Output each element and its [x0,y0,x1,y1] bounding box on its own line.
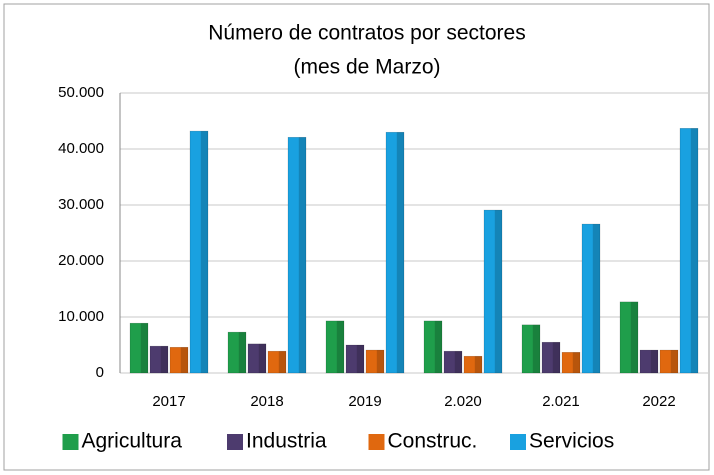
bar-shade [376,350,384,373]
bar [149,345,169,374]
bar [521,324,541,374]
bar-shade [238,332,246,373]
x-tick-label: 2019 [348,393,381,410]
x-tick-label: 2022 [642,393,675,410]
bar [345,344,365,374]
bar-shade [258,343,266,373]
bar-shade [670,350,678,373]
bar-shade [396,132,404,373]
bar-shade [180,347,188,373]
bar-shade [298,137,306,373]
x-tick-label: 2017 [152,393,185,410]
legend-label: Construc. [388,430,478,453]
legend-label: Agricultura [82,430,183,453]
bar-shade [532,324,540,373]
bar-shade [140,323,148,373]
bar [639,349,659,374]
bar [541,341,561,374]
bar [189,130,209,374]
y-tick-label: 50.000 [58,84,104,101]
bar-shade [474,356,482,373]
legend-label: Industria [246,430,327,453]
bar [325,320,345,374]
y-tick-label: 10.000 [58,308,104,325]
bar [247,343,267,374]
bar-shade [572,352,580,373]
legend-swatch [368,434,385,450]
bar-shade [434,320,442,373]
bar [423,320,443,374]
y-tick-label: 20.000 [58,252,104,269]
legend-swatch [510,434,526,450]
legend-label: Servicios [529,430,614,453]
bar-shade [200,131,208,373]
bar-shade [160,346,168,373]
bar-shade [552,342,560,373]
bar [129,322,149,374]
chart-title: Número de contratos por sectores [208,22,525,45]
bar-shade [650,350,658,373]
bar [365,349,385,374]
bar-shade [630,301,638,373]
bar [483,209,503,374]
bar-shade [278,351,286,373]
bar [463,355,483,374]
y-tick-label: 30.000 [58,196,104,213]
bar [561,352,581,374]
bar [267,350,287,374]
bar [287,136,307,374]
bar-shade [592,224,600,373]
bar [679,128,699,374]
chart-subtitle: (mes de Marzo) [293,56,440,79]
bar-shade [690,128,698,373]
x-tick-label: 2.020 [444,393,482,410]
bar [619,301,639,374]
x-tick-label: 2018 [250,393,283,410]
legend-swatch [227,434,243,450]
bar-shade [494,210,502,373]
bar [385,131,405,374]
y-tick-label: 0 [96,364,104,381]
x-tick-label: 2.021 [542,393,580,410]
bar [581,223,601,374]
legend-swatch [62,434,79,450]
bar-shade [356,345,364,373]
bar [443,350,463,374]
bar-shade [336,320,344,373]
bar-shade [454,351,462,373]
y-tick-label: 40.000 [58,140,104,157]
bar [227,331,247,374]
bar [169,346,189,374]
bar [659,349,679,374]
